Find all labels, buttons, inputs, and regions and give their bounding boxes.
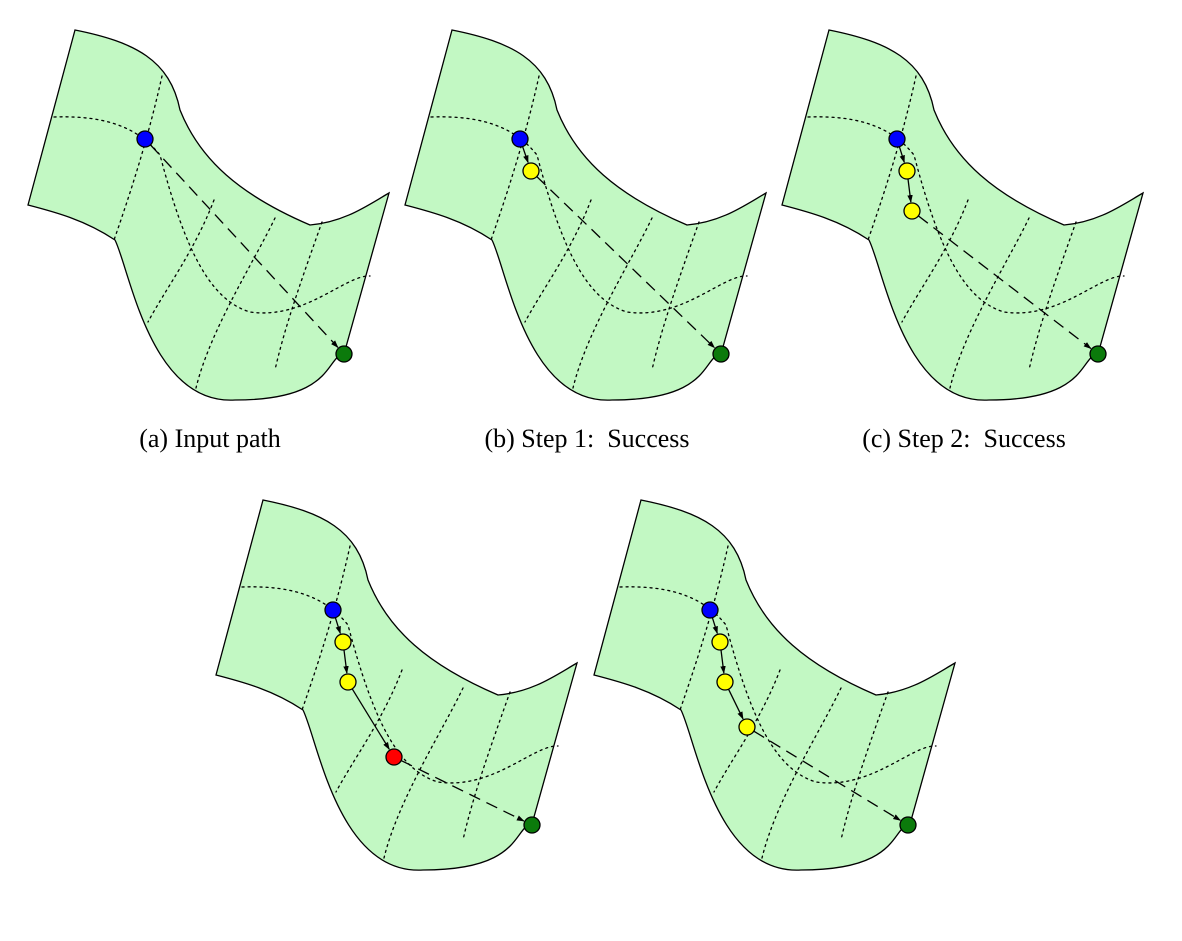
- grid-curve: [679, 545, 729, 711]
- grid-curve: [572, 217, 653, 389]
- grid-curve: [195, 217, 276, 389]
- accepted-node: [522, 162, 540, 180]
- surface-region: [593, 499, 957, 871]
- accepted-node: [898, 162, 916, 180]
- start-node: [888, 130, 906, 148]
- caption-text: (b) Step 1: Success: [484, 424, 689, 453]
- path-segment-arrow: [351, 688, 390, 750]
- grid-curve: [274, 221, 323, 371]
- grid-curve: [524, 199, 592, 323]
- accepted-node: [711, 633, 729, 651]
- accepted-node: [339, 673, 357, 691]
- accepted-node: [716, 673, 734, 691]
- panel-b: (b) Step 1: Success: [404, 29, 768, 453]
- goal-node: [335, 345, 353, 363]
- grid-curve: [335, 669, 403, 793]
- grid-curve: [901, 199, 969, 323]
- goal-node: [1089, 345, 1107, 363]
- start-node: [511, 130, 529, 148]
- grid-curve: [113, 75, 163, 241]
- panel-caption: (b) Step 1: Success: [484, 424, 689, 453]
- path-segment-arrow: [334, 617, 341, 635]
- start-node: [136, 130, 154, 148]
- start-node: [324, 601, 342, 619]
- path-segment-arrow: [343, 649, 349, 674]
- accepted-node: [334, 633, 352, 651]
- straight-path-arrow: [753, 730, 901, 821]
- grid-curve: [761, 687, 842, 859]
- panel-d: (d) Step 3: q too far: [215, 499, 579, 871]
- path-segment-arrow: [711, 617, 718, 635]
- grid-curve: [147, 199, 215, 323]
- grid-curve: [949, 217, 1030, 389]
- goal-node: [712, 345, 730, 363]
- rejected-node: [385, 748, 403, 766]
- start-node: [701, 601, 719, 619]
- grid-curve: [462, 691, 511, 841]
- panel-caption: (a) Input path: [139, 424, 281, 453]
- grid-curve: [619, 586, 937, 784]
- path-segment-arrow: [907, 178, 913, 203]
- grid-curve: [840, 691, 889, 841]
- straight-path-arrow: [149, 144, 339, 348]
- grid-curve: [713, 669, 781, 793]
- straight-path-arrow: [400, 759, 525, 822]
- grid-curve: [383, 687, 464, 859]
- accepted-node: [738, 718, 756, 736]
- panel-caption: (c) Step 2: Success: [862, 424, 1066, 453]
- grid-curve: [1028, 221, 1077, 371]
- panel-e: (e) Step 3: Success: [593, 499, 957, 871]
- goal-node: [523, 816, 541, 834]
- grid-curve: [430, 116, 748, 314]
- path-segment-arrow: [720, 649, 726, 674]
- surface-region: [781, 29, 1145, 401]
- panel-a: (a) Input path: [27, 29, 391, 453]
- path-segment-arrow: [521, 146, 529, 164]
- grid-curve: [241, 586, 559, 784]
- grid-curve: [301, 545, 351, 711]
- path-segment-arrow: [727, 688, 744, 720]
- caption-text: (a) Input path: [139, 424, 281, 453]
- goal-node: [899, 816, 917, 834]
- straight-path-arrow: [536, 176, 716, 349]
- grid-curve: [651, 221, 700, 371]
- grid-curve: [490, 75, 540, 241]
- surface-region: [404, 29, 768, 401]
- panel-c: (c) Step 2: Success: [781, 29, 1145, 453]
- accepted-node: [903, 202, 921, 220]
- path-segment-arrow: [898, 146, 905, 164]
- grid-curve: [53, 116, 371, 314]
- grid-curve: [807, 116, 1125, 314]
- straight-path-arrow: [917, 215, 1092, 350]
- grid-curve: [867, 75, 917, 241]
- caption-text: (c) Step 2: Success: [862, 424, 1066, 453]
- surface-region: [215, 499, 579, 871]
